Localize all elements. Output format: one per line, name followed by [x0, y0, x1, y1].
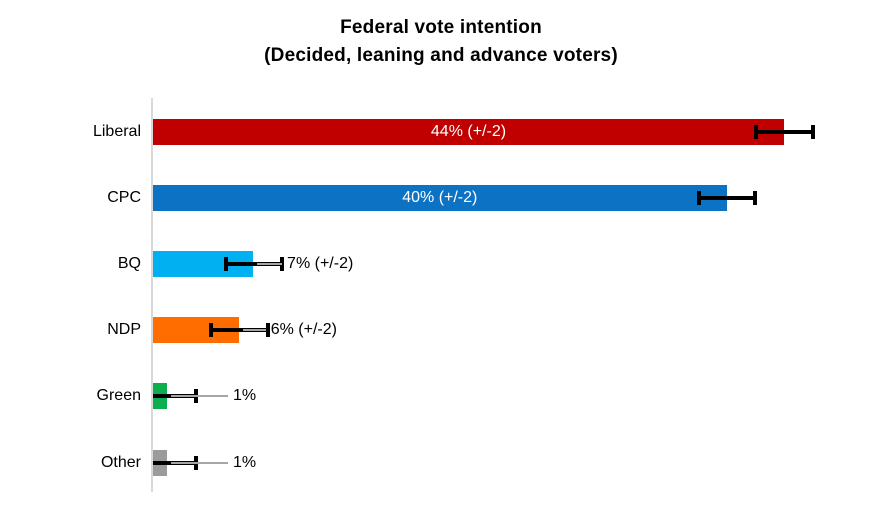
- category-label-cpc: CPC: [107, 189, 141, 207]
- error-cap-right-cpc: [753, 191, 758, 206]
- chart-title-block: Federal vote intention (Decided, leaning…: [0, 14, 882, 70]
- leader-line-green: [171, 395, 228, 398]
- y-axis-line: [151, 98, 153, 492]
- error-bar-ndp: [210, 328, 268, 333]
- leader-line-ndp: [243, 329, 266, 332]
- data-label-green: 1%: [233, 387, 257, 405]
- category-label-green: Green: [96, 387, 141, 405]
- category-label-ndp: NDP: [107, 321, 141, 339]
- data-label-ndp: 6% (+/-2): [270, 321, 337, 339]
- chart-subtitle: (Decided, leaning and advance voters): [264, 45, 618, 66]
- error-cap-left-ndp: [209, 323, 214, 338]
- category-label-bq: BQ: [117, 255, 141, 273]
- category-label-other: Other: [100, 453, 141, 471]
- leader-line-bq: [257, 263, 283, 266]
- data-label-cpc: 40% (+/-2): [402, 189, 478, 207]
- error-cap-left-bq: [223, 257, 228, 272]
- error-bar-bq: [224, 262, 283, 267]
- error-cap-left-cpc: [696, 191, 701, 206]
- error-cap-right-ndp: [265, 323, 270, 338]
- error-cap-left-liberal: [754, 125, 759, 139]
- error-cap-right-bq: [280, 257, 285, 272]
- error-bar-liberal: [755, 130, 813, 134]
- data-label-bq: 7% (+/-2): [287, 255, 354, 273]
- data-label-other: 1%: [233, 453, 257, 471]
- bar-liberal: [153, 119, 784, 145]
- bar-cpc: [153, 185, 727, 212]
- error-cap-right-liberal: [810, 125, 815, 139]
- leader-line-other: [171, 461, 228, 464]
- category-label-liberal: Liberal: [92, 123, 141, 140]
- error-bar-cpc: [697, 196, 756, 201]
- chart-title: Federal vote intention: [340, 17, 542, 38]
- data-label-liberal: 44% (+/-2): [430, 123, 507, 140]
